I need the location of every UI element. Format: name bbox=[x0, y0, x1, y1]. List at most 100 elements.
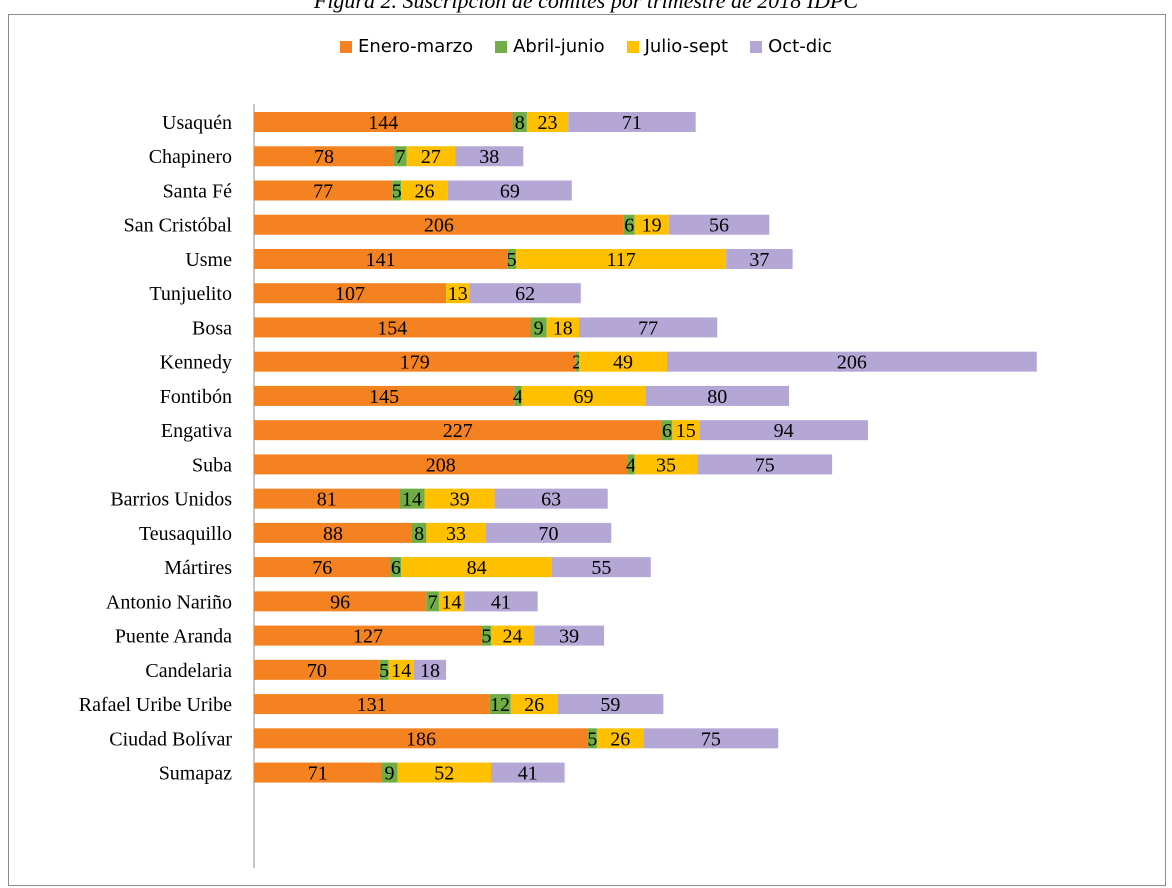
bar-segment bbox=[426, 591, 439, 612]
bar-data-label: 39 bbox=[450, 489, 470, 511]
bar-data-label: 18 bbox=[553, 317, 573, 339]
bar-segment bbox=[587, 728, 597, 749]
bar-data-label: 18 bbox=[420, 660, 440, 682]
bar-segment bbox=[254, 180, 393, 201]
category-tick-label: Sumapaz bbox=[159, 763, 232, 785]
bar-segment bbox=[575, 351, 579, 372]
bar-segment bbox=[254, 385, 515, 406]
bar-segment bbox=[494, 488, 608, 509]
legend-label: Oct-dic bbox=[768, 36, 833, 57]
bar-data-label: 52 bbox=[434, 763, 454, 785]
bar-segment bbox=[464, 591, 538, 612]
bar-data-label: 33 bbox=[446, 523, 466, 545]
category-tick-label: San Cristóbal bbox=[124, 215, 233, 237]
bar-segment bbox=[510, 694, 558, 715]
bar-data-label: 9 bbox=[385, 763, 395, 785]
bar-data-label: 63 bbox=[541, 489, 561, 511]
legend-swatch bbox=[626, 40, 639, 53]
bar-data-label: 5 bbox=[392, 180, 402, 202]
bar-data-label: 14 bbox=[441, 591, 461, 613]
bar-segment bbox=[672, 420, 700, 441]
bar-data-label: 14 bbox=[402, 489, 422, 511]
legend-swatch bbox=[339, 40, 352, 53]
bar-segment bbox=[254, 728, 588, 749]
bar-segment bbox=[485, 522, 612, 543]
bar-data-label: 8 bbox=[515, 112, 525, 134]
bar-data-label: 27 bbox=[421, 146, 441, 168]
category-tick-label: Santa Fé bbox=[163, 180, 233, 202]
bar-segment bbox=[412, 522, 427, 543]
bar-data-label: 141 bbox=[366, 249, 396, 271]
bar-segment bbox=[388, 659, 414, 680]
category-tick-label: Chapinero bbox=[149, 146, 232, 168]
category-tick-label: Puente Aranda bbox=[115, 626, 232, 648]
bar-segment bbox=[254, 351, 576, 372]
bar-data-label: 6 bbox=[391, 557, 401, 579]
bar-segment bbox=[397, 762, 491, 783]
bar-segment bbox=[514, 385, 522, 406]
legend-swatch bbox=[495, 40, 508, 53]
bar-segment bbox=[254, 625, 483, 646]
bar-segment bbox=[643, 728, 779, 749]
bar-segment bbox=[516, 248, 727, 269]
bar-segment bbox=[254, 214, 624, 235]
bar-segment bbox=[699, 420, 869, 441]
bar-segment bbox=[668, 214, 770, 235]
bar-data-label: 23 bbox=[538, 112, 558, 134]
legend-item-enero-marzo: Enero-marzo bbox=[339, 36, 473, 57]
category-tick-label: Engativa bbox=[161, 420, 232, 442]
bar-data-label: 69 bbox=[500, 180, 520, 202]
bar-data-label: 179 bbox=[400, 352, 430, 374]
bar-data-label: 145 bbox=[369, 386, 399, 408]
bar-data-label: 206 bbox=[837, 352, 867, 374]
category-tick-label: Rafael Uribe Uribe bbox=[79, 694, 232, 716]
bar-data-label: 75 bbox=[755, 454, 775, 476]
bar-segment bbox=[438, 591, 465, 612]
bar-segment bbox=[254, 317, 531, 338]
bar-data-label: 5 bbox=[507, 249, 517, 271]
bar-data-label: 26 bbox=[415, 180, 435, 202]
bar-segment bbox=[392, 180, 402, 201]
bar-data-label: 13 bbox=[448, 283, 468, 305]
legend-item-abril-junio: Abril-junio bbox=[495, 36, 605, 57]
bar-data-label: 88 bbox=[323, 523, 343, 545]
legend-swatch bbox=[750, 40, 763, 53]
bar-segment bbox=[446, 283, 470, 304]
legend-item-julio-sept: Julio-sept bbox=[626, 36, 729, 57]
bar-segment bbox=[526, 112, 569, 132]
category-tick-label: Usme bbox=[185, 249, 232, 271]
bar-segment bbox=[447, 180, 572, 201]
bar-segment bbox=[557, 694, 664, 715]
bar-data-label: 144 bbox=[368, 112, 398, 134]
bar-data-label: 208 bbox=[426, 454, 456, 476]
bar-segment bbox=[379, 659, 389, 680]
bar-data-label: 80 bbox=[707, 386, 727, 408]
bar-segment bbox=[568, 112, 696, 132]
bar-segment bbox=[578, 351, 667, 372]
figure-title: Figura 2. Suscripción de comités por tri… bbox=[313, 0, 859, 13]
legend-label: Julio-sept bbox=[644, 36, 729, 57]
bar-data-label: 70 bbox=[538, 523, 558, 545]
bar-segment bbox=[254, 454, 628, 475]
bar-segment bbox=[455, 146, 524, 167]
bar-segment bbox=[726, 248, 793, 269]
bar-segment bbox=[406, 146, 456, 167]
bar-segment bbox=[254, 488, 400, 509]
bar-segment bbox=[530, 317, 547, 338]
category-tick-label: Mártires bbox=[164, 557, 232, 579]
bar-segment bbox=[490, 625, 535, 646]
bar-segment bbox=[634, 214, 669, 235]
bar-data-label: 26 bbox=[610, 728, 630, 750]
bar-segment bbox=[390, 557, 402, 578]
bar-data-label: 5 bbox=[587, 728, 597, 750]
bar-data-label: 127 bbox=[353, 626, 383, 648]
bar-data-label: 77 bbox=[313, 180, 333, 202]
legend-label: Abril-junio bbox=[513, 36, 605, 57]
bar-data-label: 12 bbox=[490, 694, 510, 716]
bar-segment bbox=[627, 454, 635, 475]
category-tick-label: Ciudad Bolívar bbox=[109, 728, 232, 750]
category-tick-label: Barrios Unidos bbox=[110, 489, 232, 511]
bar-data-label: 71 bbox=[622, 112, 642, 134]
bar-data-label: 70 bbox=[307, 660, 327, 682]
